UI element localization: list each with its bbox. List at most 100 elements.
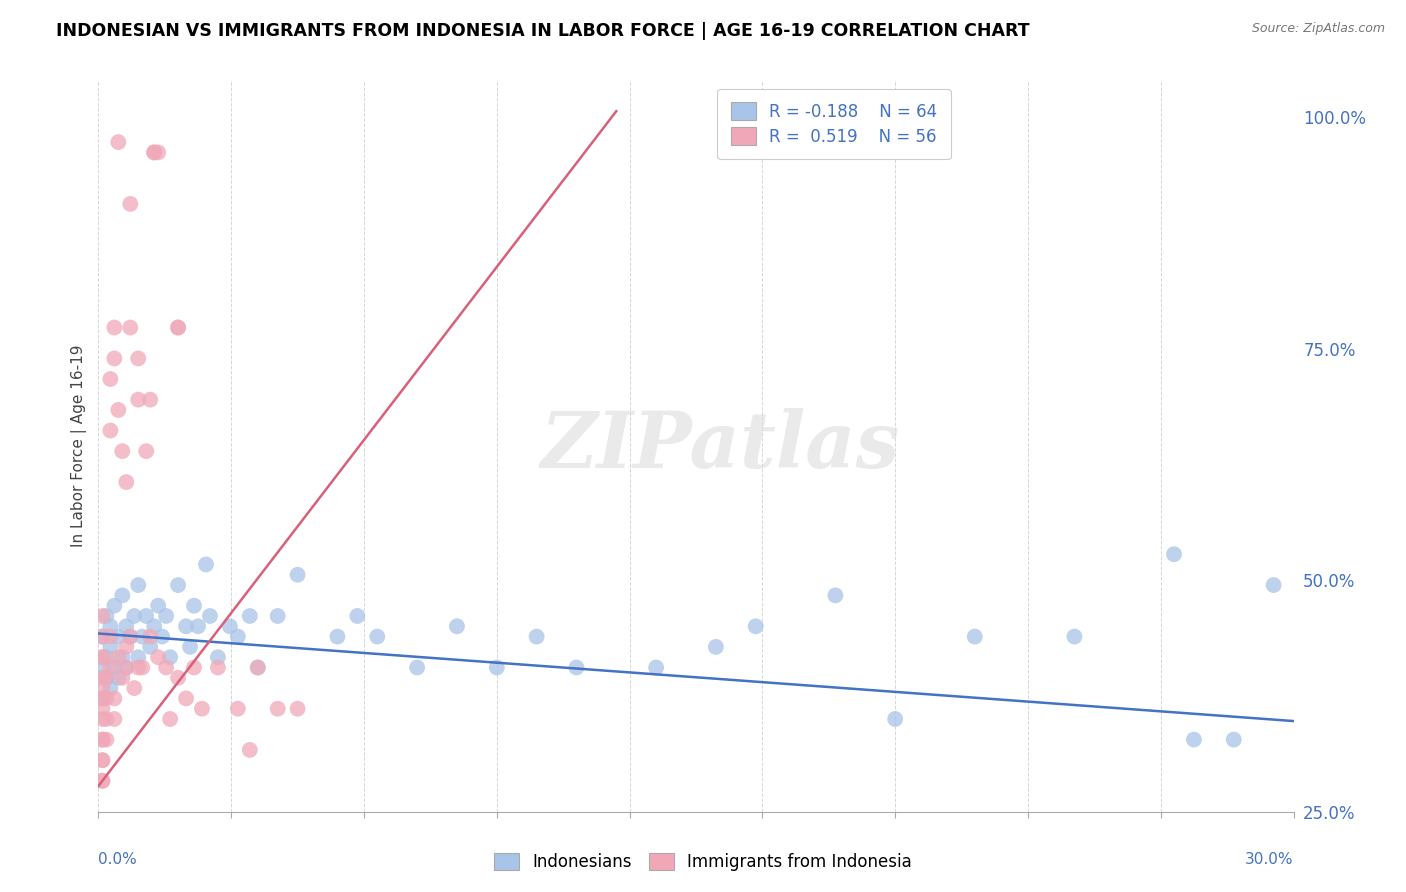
Point bbox=[91, 753, 114, 767]
Point bbox=[91, 691, 114, 706]
Point bbox=[91, 712, 114, 726]
Point bbox=[96, 691, 118, 706]
Point bbox=[91, 702, 114, 716]
Point bbox=[366, 630, 388, 644]
Point bbox=[1223, 732, 1246, 747]
Point bbox=[96, 671, 118, 685]
Point bbox=[148, 145, 170, 160]
Point bbox=[103, 320, 125, 334]
Point bbox=[239, 743, 262, 757]
Point bbox=[446, 619, 468, 633]
Point bbox=[148, 650, 170, 665]
Point bbox=[91, 630, 114, 644]
Text: ZIPatlas: ZIPatlas bbox=[540, 408, 900, 484]
Point bbox=[226, 702, 249, 716]
Point bbox=[127, 351, 149, 366]
Point bbox=[91, 609, 114, 624]
Point bbox=[246, 660, 269, 674]
Point bbox=[98, 640, 122, 654]
Point bbox=[135, 609, 157, 624]
Legend: R = -0.188    N = 64, R =  0.519    N = 56: R = -0.188 N = 64, R = 0.519 N = 56 bbox=[717, 88, 950, 160]
Point bbox=[107, 671, 129, 685]
Point bbox=[91, 650, 114, 665]
Point bbox=[187, 619, 209, 633]
Point bbox=[96, 712, 118, 726]
Y-axis label: In Labor Force | Age 16-19: In Labor Force | Age 16-19 bbox=[72, 344, 87, 548]
Point bbox=[91, 773, 114, 788]
Point bbox=[148, 599, 170, 613]
Point bbox=[195, 558, 218, 572]
Point bbox=[191, 702, 214, 716]
Point bbox=[115, 660, 138, 674]
Point bbox=[179, 640, 201, 654]
Point bbox=[98, 630, 122, 644]
Point bbox=[155, 609, 177, 624]
Point bbox=[127, 660, 149, 674]
Text: Source: ZipAtlas.com: Source: ZipAtlas.com bbox=[1251, 22, 1385, 36]
Point bbox=[91, 650, 114, 665]
Point bbox=[526, 630, 548, 644]
Point bbox=[98, 424, 122, 438]
Point bbox=[120, 630, 142, 644]
Point bbox=[98, 372, 122, 386]
Point bbox=[98, 660, 122, 674]
Text: 30.0%: 30.0% bbox=[1246, 852, 1294, 867]
Point bbox=[287, 567, 309, 582]
Point bbox=[115, 475, 138, 489]
Point bbox=[111, 671, 134, 685]
Point bbox=[1182, 732, 1205, 747]
Point bbox=[645, 660, 668, 674]
Point bbox=[143, 619, 166, 633]
Point bbox=[159, 650, 181, 665]
Point bbox=[139, 630, 162, 644]
Point bbox=[91, 691, 114, 706]
Point bbox=[98, 681, 122, 695]
Point bbox=[267, 702, 290, 716]
Point bbox=[98, 619, 122, 633]
Point bbox=[103, 599, 125, 613]
Point bbox=[1263, 578, 1285, 592]
Point bbox=[287, 702, 309, 716]
Point bbox=[704, 640, 727, 654]
Point bbox=[485, 660, 508, 674]
Point bbox=[127, 650, 149, 665]
Point bbox=[207, 650, 229, 665]
Point bbox=[346, 609, 368, 624]
Point bbox=[91, 671, 114, 685]
Point bbox=[103, 691, 125, 706]
Legend: Indonesians, Immigrants from Indonesia: Indonesians, Immigrants from Indonesia bbox=[486, 845, 920, 880]
Point bbox=[246, 660, 269, 674]
Point bbox=[115, 640, 138, 654]
Point bbox=[167, 578, 190, 592]
Point bbox=[183, 660, 205, 674]
Text: 0.0%: 0.0% bbox=[98, 852, 138, 867]
Point bbox=[91, 660, 114, 674]
Point bbox=[111, 650, 134, 665]
Point bbox=[120, 197, 142, 211]
Point bbox=[143, 145, 166, 160]
Point bbox=[183, 599, 205, 613]
Point bbox=[1063, 630, 1085, 644]
Point bbox=[565, 660, 588, 674]
Point bbox=[174, 691, 197, 706]
Point bbox=[96, 650, 118, 665]
Point bbox=[124, 681, 146, 695]
Point bbox=[824, 588, 846, 602]
Point bbox=[120, 320, 142, 334]
Point bbox=[167, 320, 190, 334]
Text: INDONESIAN VS IMMIGRANTS FROM INDONESIA IN LABOR FORCE | AGE 16-19 CORRELATION C: INDONESIAN VS IMMIGRANTS FROM INDONESIA … bbox=[56, 22, 1029, 40]
Point bbox=[91, 630, 114, 644]
Point bbox=[103, 712, 125, 726]
Point bbox=[115, 660, 138, 674]
Point bbox=[884, 712, 907, 726]
Point bbox=[120, 630, 142, 644]
Point bbox=[127, 578, 149, 592]
Point bbox=[96, 671, 118, 685]
Point bbox=[198, 609, 221, 624]
Point bbox=[219, 619, 242, 633]
Point bbox=[107, 650, 129, 665]
Point bbox=[406, 660, 429, 674]
Point bbox=[226, 630, 249, 644]
Point bbox=[91, 732, 114, 747]
Point bbox=[103, 351, 125, 366]
